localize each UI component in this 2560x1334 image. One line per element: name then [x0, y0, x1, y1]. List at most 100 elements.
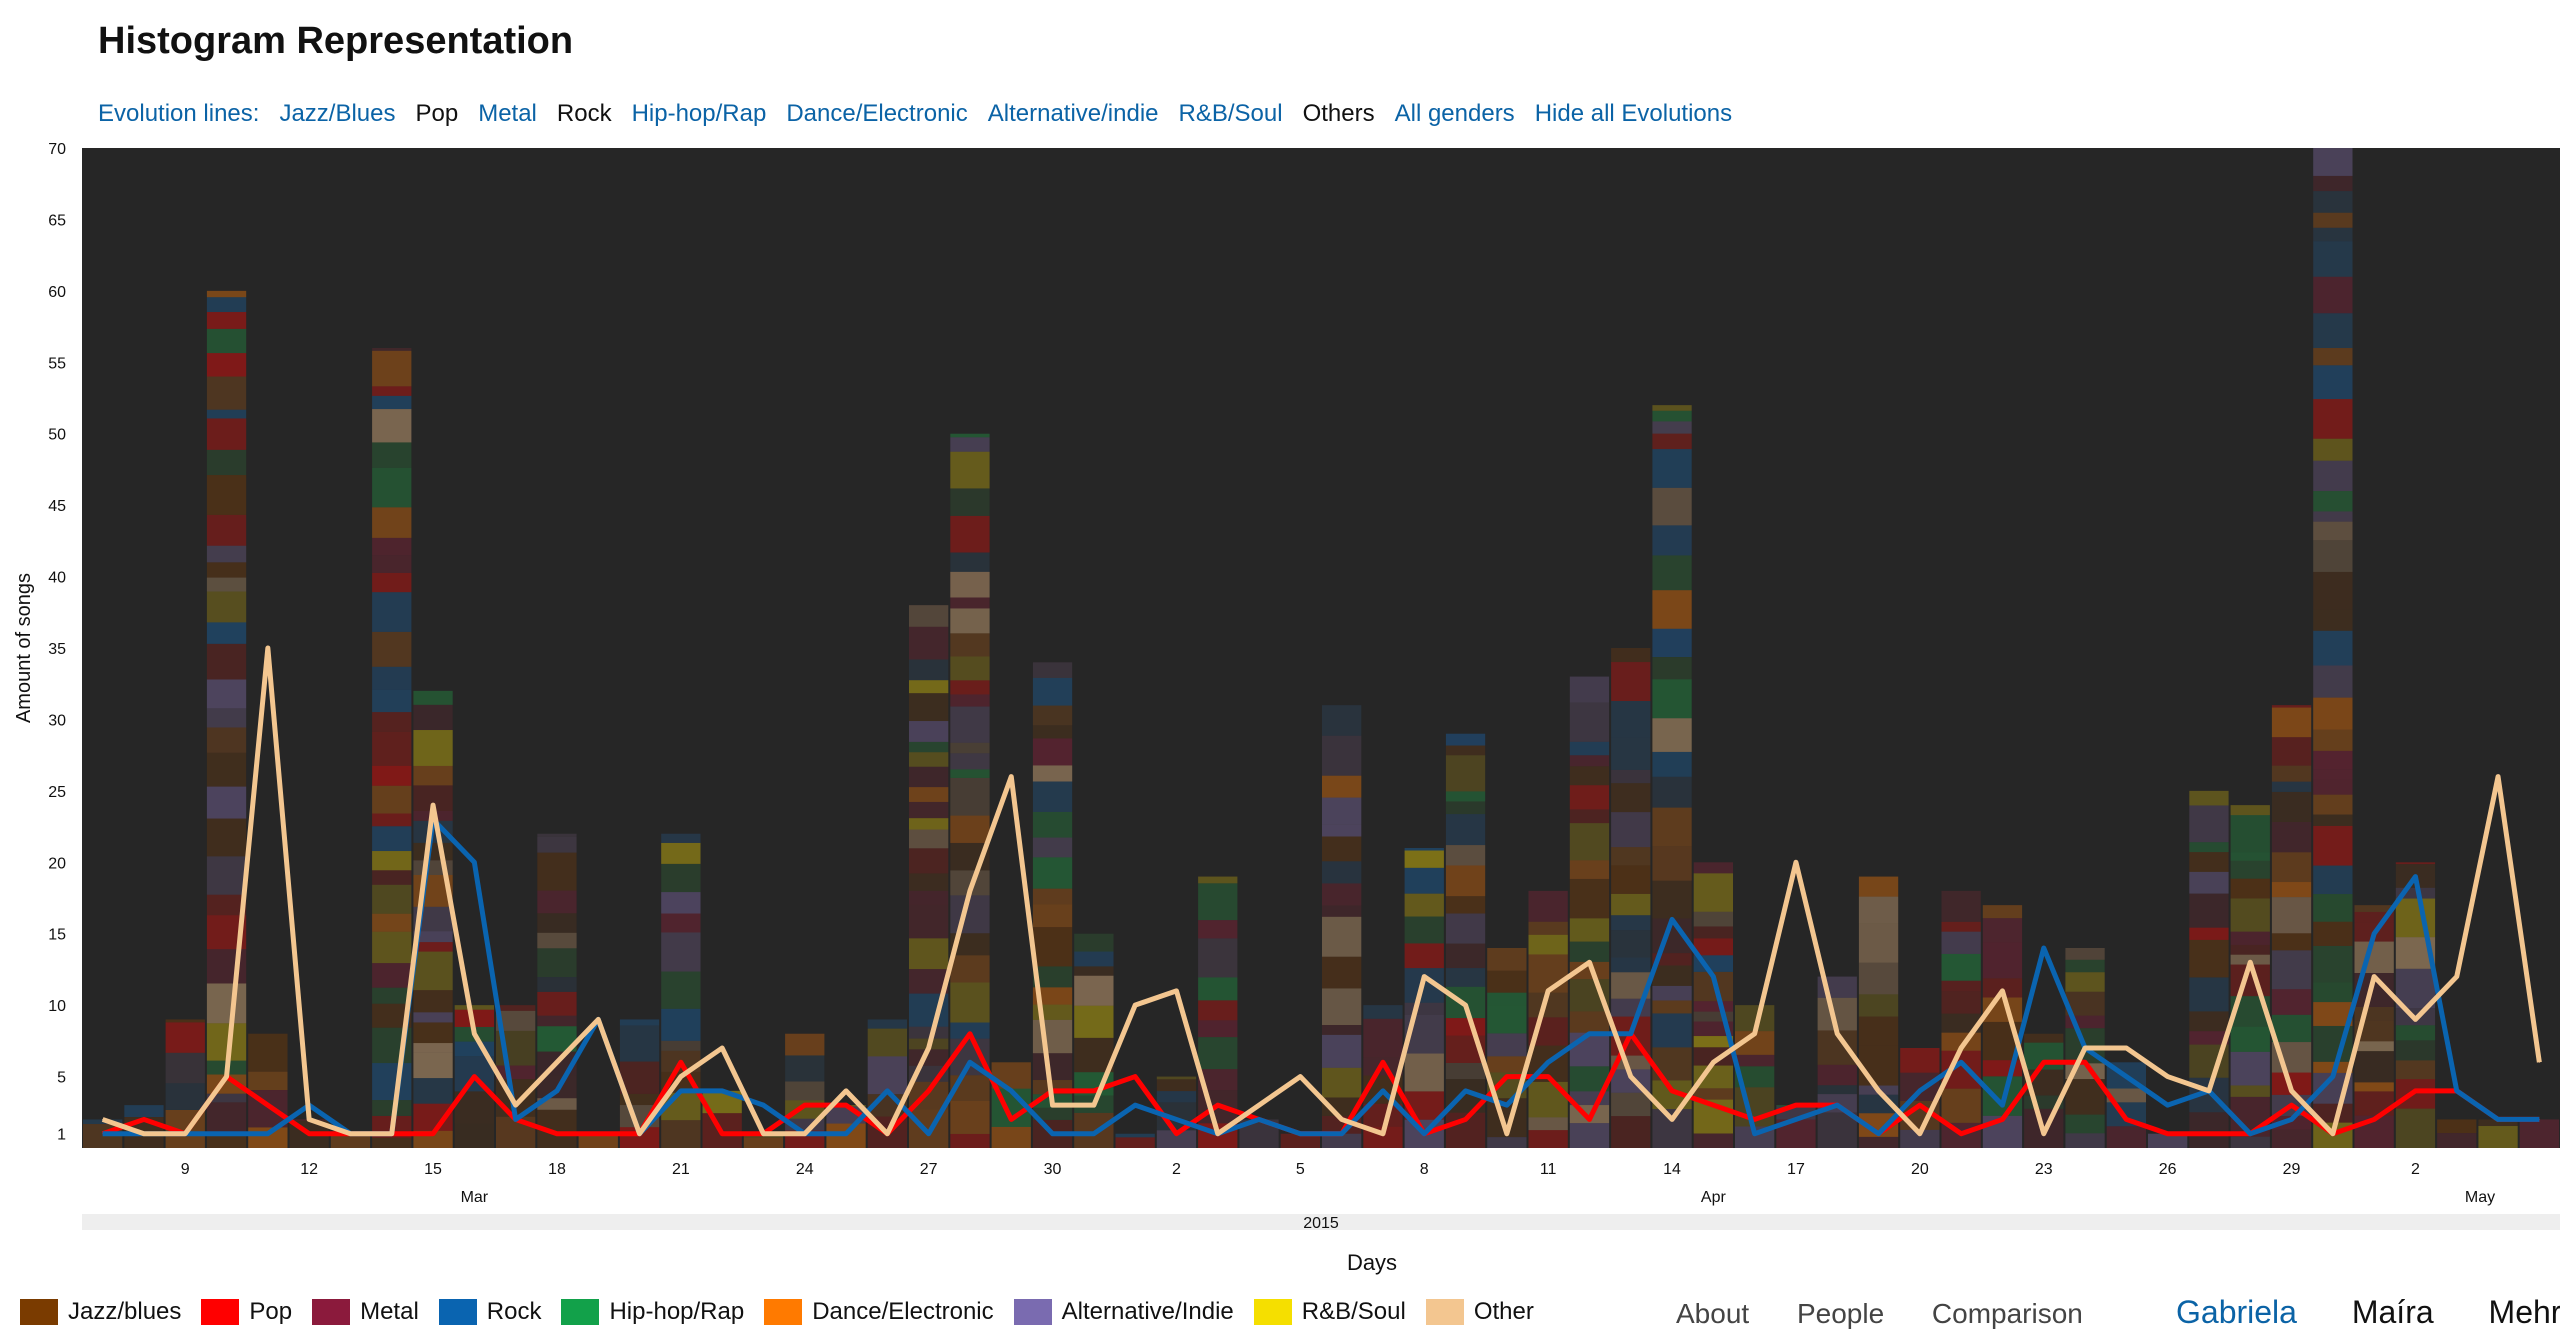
- bar-segment: [206, 983, 247, 1024]
- y-tick-label: 40: [48, 570, 66, 587]
- evolution-point: [1093, 1090, 1095, 1092]
- evolution-toggle-others[interactable]: Others: [1302, 100, 1375, 127]
- bar-segment: [1322, 836, 1362, 862]
- legend-item-hiphop-rap[interactable]: Hip-hop/Rap: [561, 1298, 744, 1326]
- bar-segment: [2354, 1051, 2394, 1083]
- bar-segment: [2354, 1082, 2394, 1092]
- bar-stack: [1611, 648, 1651, 1148]
- legend-item-pop[interactable]: Pop: [201, 1298, 292, 1326]
- bar: [330, 1133, 371, 1148]
- legend-item-other[interactable]: Other: [1425, 1298, 1534, 1326]
- bar-segment: [1032, 1107, 1073, 1120]
- legend-item-rock[interactable]: Rock: [438, 1298, 541, 1326]
- nav-comparison-link[interactable]: Comparison: [1931, 1298, 2083, 1329]
- evolution-toggle-alternative-indie[interactable]: Alternative/indie: [987, 100, 1159, 127]
- bar-stack: [1569, 676, 1610, 1148]
- bar-segment: [1693, 1021, 1733, 1037]
- bar-segment: [1322, 916, 1362, 957]
- bar-segment: [1198, 883, 1238, 921]
- bar-segment: [1569, 941, 1610, 962]
- evolution-toggle-dance-electronic[interactable]: Dance/Electronic: [786, 100, 968, 127]
- evolution-toggle-metal[interactable]: Metal: [478, 100, 537, 127]
- bar-segment: [619, 1061, 660, 1094]
- bar-segment: [785, 1033, 825, 1056]
- evolution-point: [1671, 1118, 1673, 1120]
- bar-segment: [1569, 823, 1610, 861]
- evolution-toggle-all-genders[interactable]: All genders: [1394, 100, 1515, 127]
- evolution-toggle-rock[interactable]: Rock: [556, 100, 612, 127]
- bar-segment: [1198, 977, 1238, 1001]
- bar-segment: [1363, 1018, 1403, 1058]
- evolution-point: [845, 1090, 847, 1092]
- bar-stack: [661, 833, 701, 1148]
- bar-segment: [1198, 938, 1238, 978]
- person-link-maira[interactable]: Maíra: [2351, 1294, 2434, 1330]
- bar-segment: [2230, 805, 2270, 816]
- legend-item-metal[interactable]: Metal: [312, 1298, 419, 1326]
- bar-segment: [950, 437, 990, 452]
- evolution-point: [845, 1133, 847, 1135]
- month-label: Apr: [1701, 1189, 1727, 1206]
- bar-segment: [1982, 942, 2023, 979]
- evolution-toggle-pop[interactable]: Pop: [415, 100, 459, 127]
- legend-item-alternative-indie[interactable]: Alternative/Indie: [1013, 1298, 1234, 1326]
- year-strip: [82, 1214, 2560, 1230]
- bar-segment: [2189, 1011, 2229, 1032]
- evolution-point: [1671, 1090, 1673, 1092]
- bar-segment: [661, 833, 701, 843]
- bar: [537, 833, 577, 1148]
- evolution-point: [2414, 1018, 2416, 1020]
- evolution-point: [969, 1033, 971, 1035]
- bar-segment: [2313, 175, 2353, 192]
- bar-segment: [2354, 1006, 2394, 1021]
- evolution-point: [1878, 1133, 1880, 1135]
- evolution-point: [1134, 1076, 1136, 1078]
- nav-about-link[interactable]: About: [1676, 1298, 1750, 1329]
- bar-segment: [165, 1019, 205, 1023]
- legend-item-jazz-blues[interactable]: Jazz/blues: [20, 1298, 181, 1326]
- nav-people-link[interactable]: People: [1796, 1298, 1885, 1329]
- evolution-point: [928, 1133, 930, 1135]
- evolution-toggle-jazz-blues[interactable]: Jazz/Blues: [279, 100, 396, 127]
- evolution-toggle-hiphop-rap[interactable]: Hip-hop/Rap: [631, 100, 767, 127]
- bar-segment: [1404, 1053, 1444, 1092]
- bar-segment: [950, 656, 990, 681]
- bar-segment: [1569, 918, 1610, 942]
- person-link-mehreen[interactable]: Mehreen: [2488, 1294, 2560, 1330]
- bar-segment: [1487, 992, 1527, 1006]
- evolution-point: [1258, 1104, 1260, 1106]
- bar-segment: [372, 555, 412, 573]
- bar-segment: [1735, 1031, 1775, 1055]
- evolution-point: [556, 1061, 558, 1063]
- bar-segment: [413, 1043, 453, 1053]
- person-link-gabriela[interactable]: Gabriela: [2176, 1294, 2297, 1330]
- bar-segment: [2437, 1133, 2477, 1148]
- bar-segment: [206, 894, 247, 916]
- evolution-toggle-rnb-soul[interactable]: R&B/Soul: [1178, 100, 1283, 127]
- bar-segment: [1032, 738, 1073, 766]
- bar-segment: [1404, 850, 1444, 868]
- bar-stack: [578, 1133, 618, 1148]
- bar-segment: [372, 826, 412, 852]
- bar-segment: [372, 913, 412, 932]
- bar-segment: [1693, 1088, 1733, 1100]
- bar-segment: [1032, 987, 1073, 1005]
- legend-item-rnb-soul[interactable]: R&B/Soul: [1253, 1298, 1406, 1326]
- bar-segment: [2106, 1088, 2146, 1103]
- bar-segment: [2230, 852, 2270, 861]
- bar-segment: [619, 1093, 660, 1106]
- bar-segment: [1611, 930, 1651, 958]
- bar-segment: [206, 409, 247, 419]
- evolution-point: [721, 1047, 723, 1049]
- hide-all-evolutions-button[interactable]: Hide all Evolutions: [1534, 100, 1733, 127]
- bar: [785, 1033, 825, 1148]
- bar-segment: [578, 1134, 618, 1148]
- evolution-point: [2001, 1104, 2003, 1106]
- evolution-point: [473, 1076, 475, 1078]
- bar-segment: [1652, 555, 1692, 591]
- bar-segment: [1445, 896, 1486, 914]
- bar-segment: [909, 741, 949, 753]
- legend-item-dance-electronic[interactable]: Dance/Electronic: [764, 1298, 994, 1326]
- bar: [206, 290, 247, 1148]
- bar-segment: [1487, 970, 1527, 993]
